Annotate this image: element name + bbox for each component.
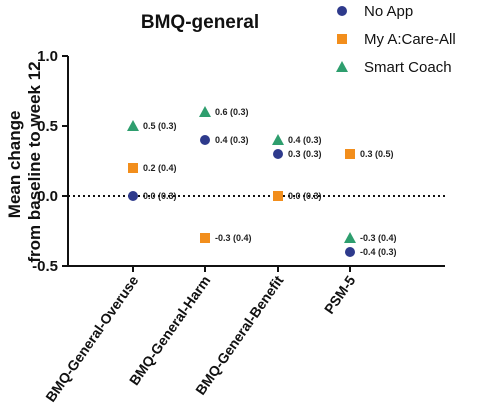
data-label-smart-coach: 0.6 (0.3)	[215, 107, 249, 117]
x-categories: BMQ-General-OveruseBMQ-General-HarmBMQ-G…	[42, 266, 359, 405]
data-marks	[127, 106, 356, 257]
point-smart-coach	[272, 134, 284, 145]
point-no-app	[345, 247, 355, 257]
x-category-label: BMQ-General-Harm	[126, 273, 214, 389]
data-label-no-app: 0.3 (0.3)	[288, 149, 322, 159]
y-tick-label: 0.0	[37, 188, 58, 205]
x-category-label: BMQ-General-Overuse	[42, 272, 141, 404]
chart-title: BMQ-general	[141, 12, 259, 33]
x-category-label: PSM-5	[321, 272, 359, 316]
data-label-my-a-care-all: 0.2 (0.4)	[143, 163, 177, 173]
y-tick-label: 0.5	[37, 118, 58, 135]
point-my-a-care-all	[128, 163, 138, 173]
legend-label-smart-coach: Smart Coach	[364, 59, 452, 76]
axes	[67, 56, 445, 267]
data-label-no-app: -0.4 (0.3)	[360, 247, 397, 257]
data-label-my-a-care-all: 0.3 (0.5)	[360, 149, 394, 159]
y-tick-label: 1.0	[37, 48, 58, 65]
data-label-no-app: 0.0 (0.3)	[143, 191, 177, 201]
point-no-app	[128, 191, 138, 201]
point-smart-coach	[127, 120, 139, 131]
legend: No App My A:Care-All Smart Coach	[336, 3, 456, 76]
legend-marker-smart-coach	[336, 61, 348, 72]
data-label-no-app: 0.4 (0.3)	[215, 135, 249, 145]
y-axis-label-line-1: Mean change	[5, 111, 24, 219]
y-tick-label: -0.5	[32, 258, 58, 275]
data-label-smart-coach: 0.4 (0.3)	[288, 135, 322, 145]
legend-label-no-app: No App	[364, 3, 413, 20]
legend-marker-my-a-care-all	[337, 34, 347, 44]
data-label-smart-coach: 0.5 (0.3)	[143, 121, 177, 131]
legend-marker-no-app	[337, 6, 347, 16]
data-labels: 0.0 (0.3) 0.4 (0.3) 0.3 (0.3) -0.4 (0.3) 0.2…	[143, 107, 397, 257]
point-smart-coach	[344, 232, 356, 243]
legend-label-my-a-care-all: My A:Care-All	[364, 31, 456, 48]
point-my-a-care-all	[273, 191, 283, 201]
y-axis-label-line-2: from baseline to week 12	[25, 61, 44, 262]
point-my-a-care-all	[345, 149, 355, 159]
point-my-a-care-all	[200, 233, 210, 243]
data-label-smart-coach: -0.3 (0.4)	[360, 233, 397, 243]
data-label-my-a-care-all: -0.3 (0.4)	[215, 233, 252, 243]
y-ticks: -0.5 0.0 0.5 1.0	[32, 48, 68, 275]
point-no-app	[273, 149, 283, 159]
point-smart-coach	[199, 106, 211, 117]
point-no-app	[200, 135, 210, 145]
y-axis-label: Mean change from baseline to week 12	[5, 61, 44, 262]
data-label-my-a-care-all: 0.0 (0.3)	[288, 191, 322, 201]
